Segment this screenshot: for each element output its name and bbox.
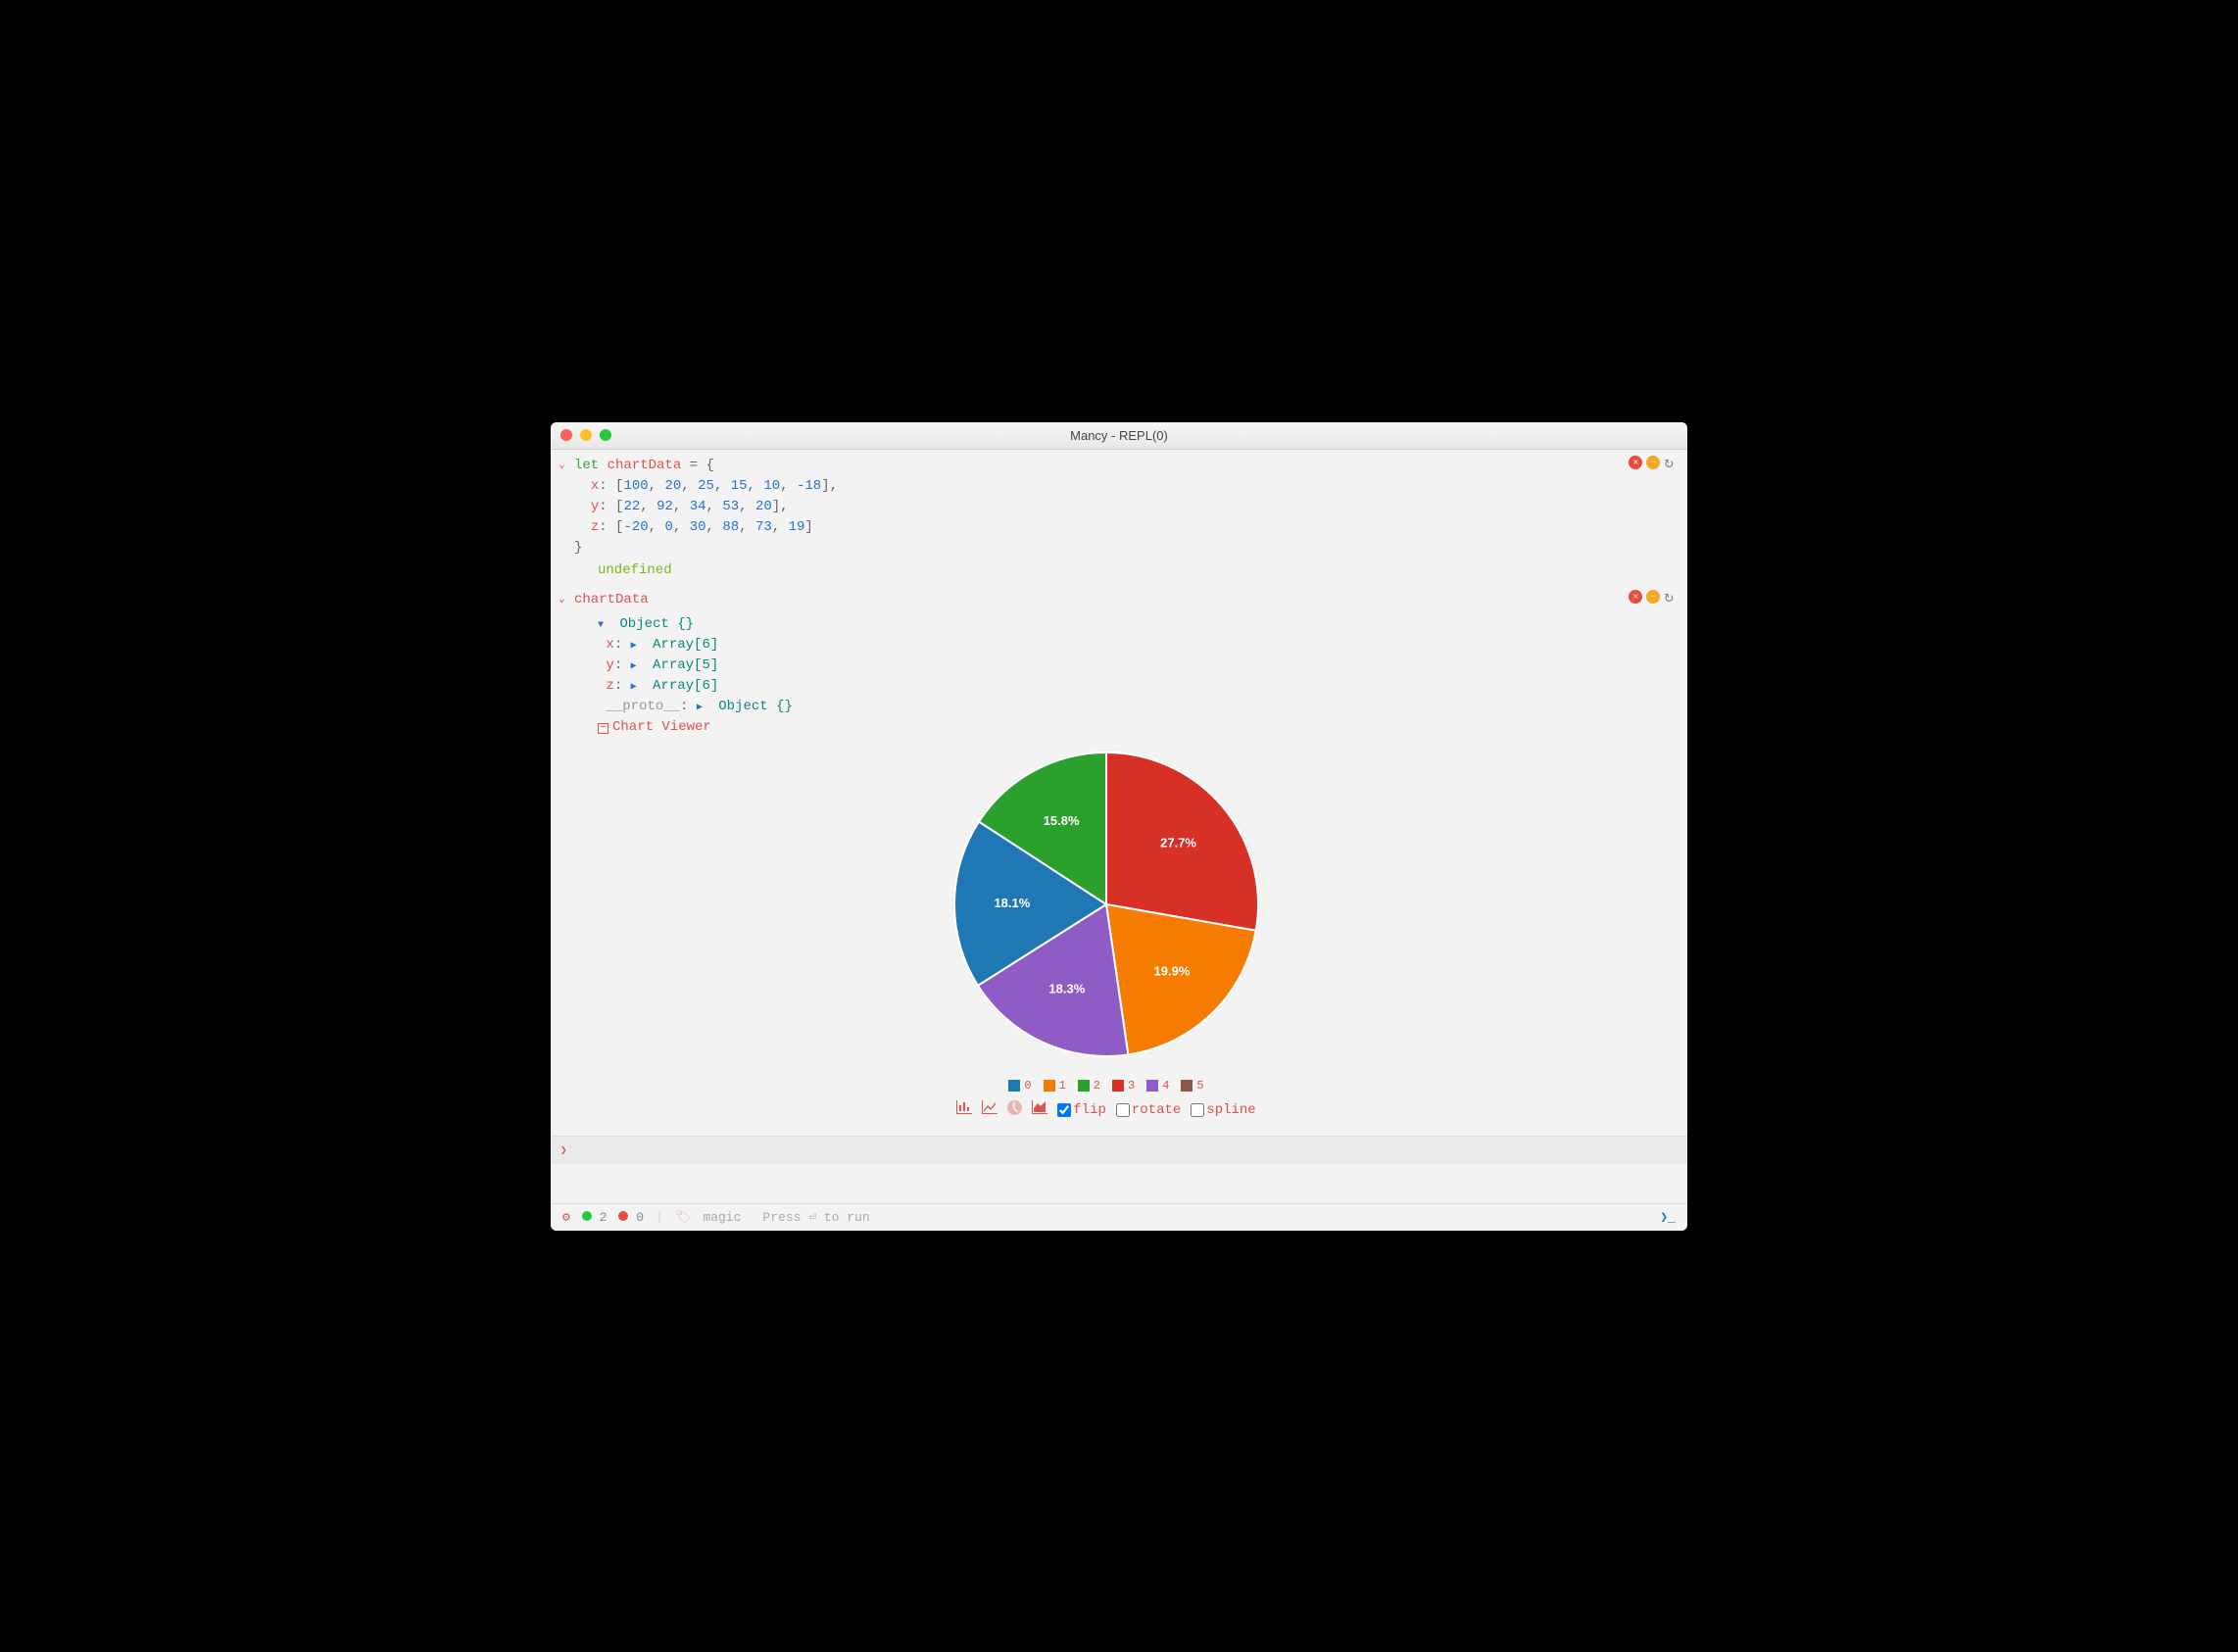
tag-icon: 🏷	[675, 1210, 692, 1225]
svg-text:19.9%: 19.9%	[1154, 963, 1191, 978]
input-caret-icon: ⌄	[559, 458, 565, 471]
expand-toggle-icon[interactable]	[631, 659, 645, 674]
input-caret-icon: ⌄	[559, 592, 565, 606]
line-chart-icon[interactable]	[982, 1100, 997, 1119]
entry-actions: ✕ − ↻	[1629, 456, 1674, 469]
pie-chart-icon[interactable]	[1007, 1100, 1022, 1120]
legend-item[interactable]: 3	[1112, 1079, 1135, 1093]
expand-toggle-icon[interactable]	[598, 618, 611, 633]
pie-chart: 27.7% 19.9% 18.3% 18.1% 15.8%	[935, 738, 1278, 1071]
chart-viewer-label[interactable]: Chart Viewer	[612, 719, 711, 735]
terminal-icon[interactable]: ❯_	[1660, 1210, 1676, 1225]
chart-legend: 012345	[1008, 1079, 1203, 1093]
expand-toggle-icon[interactable]	[697, 701, 710, 715]
app-window: Mancy - REPL(0) JS> REPL for fun 🎉 ⌄ ✕ −…	[551, 422, 1687, 1231]
repl-entry-1: ⌄ ✕ − ↻ let chartData = { x: [100, 20, 2…	[551, 450, 1687, 584]
code-block[interactable]: let chartData = { x: [100, 20, 25, 15, 1…	[574, 456, 1638, 559]
status-error-count: 0	[618, 1210, 644, 1225]
expand-toggle-icon[interactable]	[631, 639, 645, 654]
legend-item[interactable]: 4	[1146, 1079, 1169, 1093]
window-title: Mancy - REPL(0)	[551, 428, 1687, 443]
repl-entry-2: ⌄ ✕ − ↻ chartData Object {} x: Array[6] …	[551, 584, 1687, 1136]
run-hint: Press ⏎ to run	[762, 1210, 869, 1225]
svg-text:18.1%: 18.1%	[994, 895, 1030, 909]
svg-text:18.3%: 18.3%	[1048, 981, 1085, 996]
settings-icon[interactable]: ⚙	[562, 1210, 570, 1225]
entry-rerun-button[interactable]: ↻	[1664, 456, 1674, 469]
legend-item[interactable]: 5	[1181, 1079, 1203, 1093]
result-undefined: undefined	[574, 562, 1638, 578]
repl-prompt[interactable]: ❯	[551, 1136, 1687, 1164]
entry-actions: ✕ − ↻	[1629, 590, 1674, 604]
repl-content: JS> REPL for fun 🎉 ⌄ ✕ − ↻ let chartData…	[551, 450, 1687, 1203]
legend-item[interactable]: 1	[1044, 1079, 1066, 1093]
collapse-icon[interactable]: −	[598, 723, 608, 734]
entry-minimize-button[interactable]: −	[1646, 590, 1660, 604]
svg-text:27.7%: 27.7%	[1160, 835, 1196, 850]
bar-chart-icon[interactable]	[956, 1100, 972, 1119]
expand-toggle-icon[interactable]	[631, 680, 645, 695]
svg-text:15.8%: 15.8%	[1044, 812, 1080, 827]
area-chart-icon[interactable]	[1032, 1100, 1047, 1119]
spline-checkbox[interactable]: spline	[1191, 1102, 1255, 1118]
magic-label[interactable]: magic	[703, 1210, 741, 1225]
titlebar: Mancy - REPL(0)	[551, 422, 1687, 450]
entry-close-button[interactable]: ✕	[1629, 590, 1642, 604]
prompt-caret-icon: ❯	[560, 1145, 567, 1157]
entry-minimize-button[interactable]: −	[1646, 456, 1660, 469]
legend-item[interactable]: 0	[1008, 1079, 1031, 1093]
rotate-checkbox[interactable]: rotate	[1116, 1102, 1181, 1118]
legend-item[interactable]: 2	[1078, 1079, 1100, 1093]
code-expr[interactable]: chartData	[574, 590, 1638, 610]
object-inspector[interactable]: Object {} x: Array[6] y: Array[5] z: Arr…	[574, 614, 1638, 738]
chart-controls: flip rotate spline	[956, 1100, 1255, 1120]
statusbar: ⚙ 2 0 | 🏷 magic Press ⏎ to run ❯_	[551, 1203, 1687, 1231]
entry-close-button[interactable]: ✕	[1629, 456, 1642, 469]
chart-area: 27.7% 19.9% 18.3% 18.1% 15.8% 012345	[574, 738, 1638, 1130]
flip-checkbox[interactable]: flip	[1057, 1102, 1106, 1118]
entry-rerun-button[interactable]: ↻	[1664, 590, 1674, 604]
status-success-count: 2	[582, 1210, 608, 1225]
